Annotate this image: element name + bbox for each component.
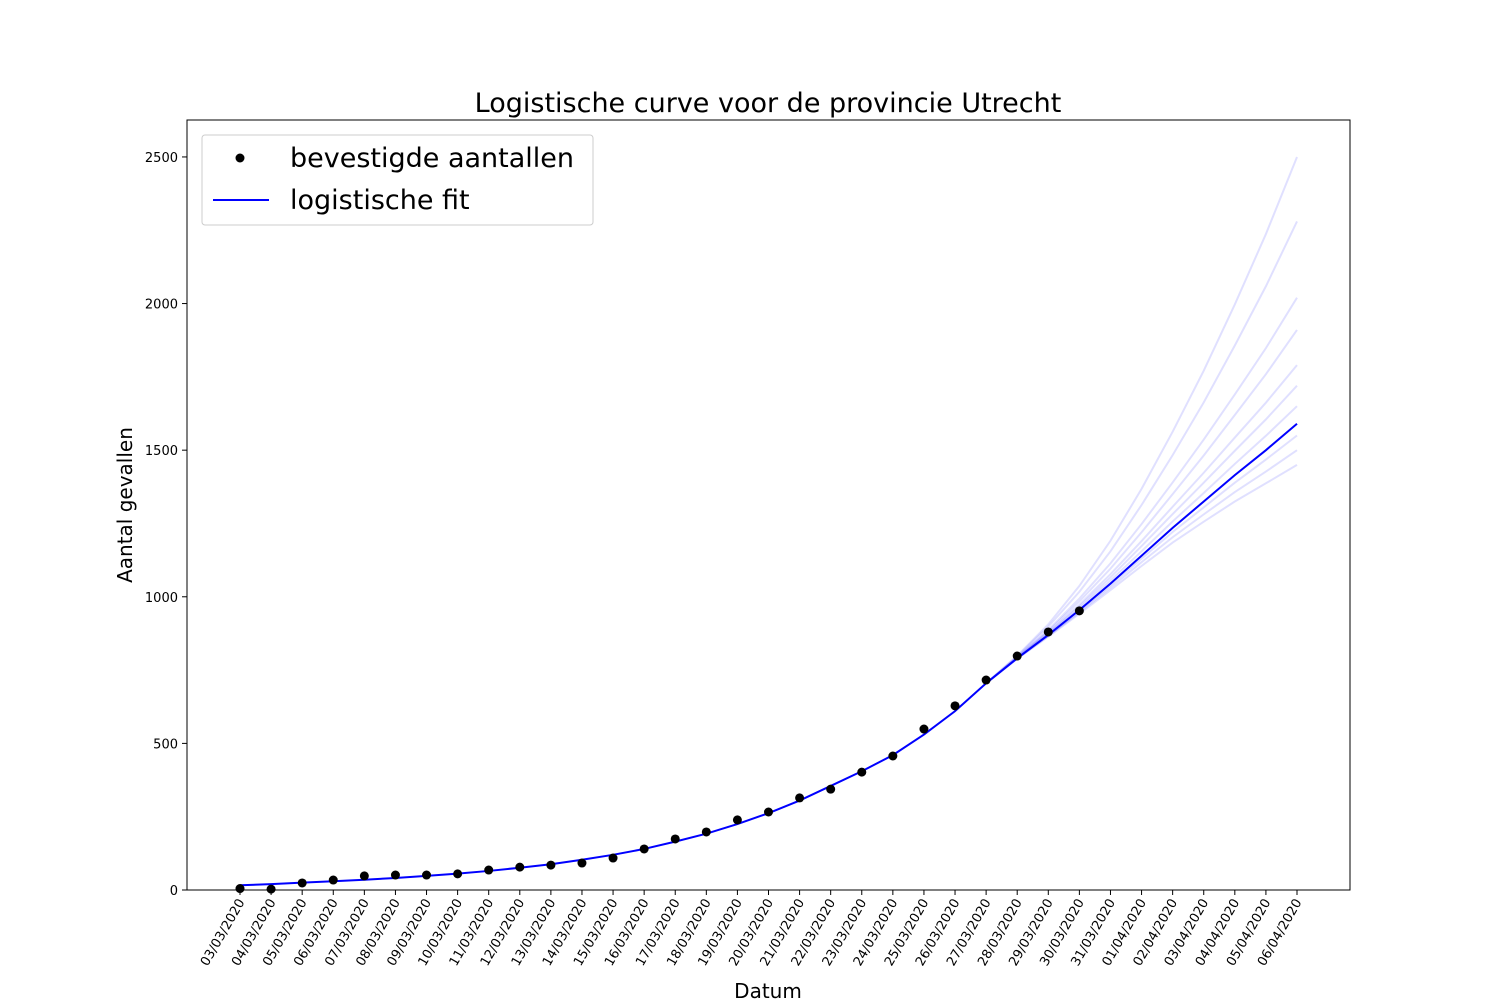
data-point xyxy=(266,884,276,894)
data-point xyxy=(1043,627,1053,637)
x-axis-label: Datum xyxy=(734,979,802,1000)
ensemble-line xyxy=(985,329,1298,685)
data-point xyxy=(328,875,338,885)
data-point xyxy=(235,884,245,894)
ensemble-line xyxy=(985,221,1298,685)
data-point xyxy=(981,675,991,685)
legend-box xyxy=(201,134,594,226)
chart-title: Logistische curve voor de provincie Utre… xyxy=(475,88,1062,119)
y-tick-label: 500 xyxy=(153,737,178,752)
y-tick-label: 2500 xyxy=(145,151,178,166)
data-point xyxy=(795,793,805,803)
data-point xyxy=(515,862,525,872)
y-axis-label: Aantal gevallen xyxy=(113,427,137,583)
legend-label: logistische fit xyxy=(290,185,470,216)
data-point xyxy=(950,701,960,711)
legend: bevestigde aantallen logistische fit xyxy=(201,134,594,226)
data-point xyxy=(359,871,369,881)
data-point xyxy=(1012,651,1022,661)
ensemble-line xyxy=(985,364,1298,685)
y-tick-label: 2000 xyxy=(145,298,178,313)
data-point xyxy=(670,834,680,844)
data-point xyxy=(297,878,307,888)
data-point xyxy=(1074,606,1084,616)
y-tick-label: 0 xyxy=(170,884,178,899)
ensemble-line xyxy=(985,156,1298,685)
legend-marker xyxy=(235,153,245,163)
data-point xyxy=(390,870,400,880)
y-tick-label: 1000 xyxy=(145,591,178,606)
ensemble-line xyxy=(985,463,1298,685)
ensemble-line xyxy=(985,297,1298,685)
data-point xyxy=(422,870,432,880)
data-point xyxy=(732,815,742,825)
legend-label: bevestigde aantallen xyxy=(290,143,574,174)
data-point xyxy=(484,865,494,875)
data-point xyxy=(608,853,618,863)
plot-area xyxy=(235,156,1298,894)
data-point xyxy=(577,858,587,868)
data-point xyxy=(919,724,929,734)
data-point xyxy=(546,860,556,870)
data-point xyxy=(639,844,649,854)
data-point xyxy=(764,807,773,817)
data-point xyxy=(888,751,898,761)
data-point xyxy=(857,767,867,777)
y-tick-label: 1500 xyxy=(145,444,178,459)
data-point xyxy=(701,827,711,837)
data-point xyxy=(453,869,463,879)
data-point xyxy=(826,784,836,794)
